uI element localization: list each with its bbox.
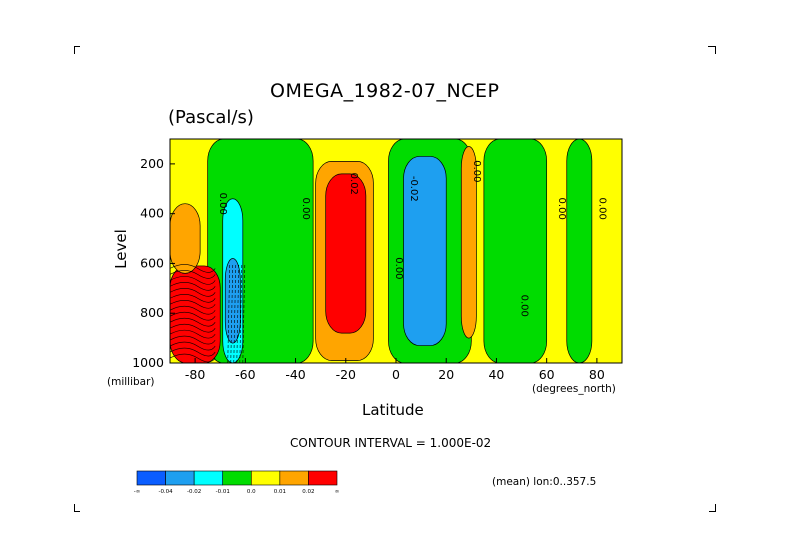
contour-line [170, 317, 216, 327]
contour-region [460, 146, 477, 339]
contour-region [325, 173, 367, 334]
contour-region [224, 258, 241, 344]
contour-label: 0.00 [519, 295, 530, 317]
contour-line [230, 263, 234, 363]
contour-region [566, 139, 593, 363]
contour-label: 0.00 [300, 198, 311, 220]
contour-line [170, 288, 216, 297]
contour-line [170, 276, 216, 285]
colorbar-swatch [136, 470, 166, 486]
contour-region [483, 139, 548, 363]
crop-mark-bottom-right [709, 504, 716, 512]
colorbar-swatch [250, 470, 281, 486]
x-tick-label: -20 [336, 367, 356, 382]
x-tick-label: 0 [392, 367, 400, 382]
colorbar-level-label: -0.01 [216, 489, 230, 495]
x-tick-label: 80 [589, 367, 605, 382]
contour-label: 0.00 [393, 257, 404, 279]
contour-line [170, 341, 216, 351]
y-tick-label: 200 [140, 156, 164, 171]
contour-line [170, 293, 216, 303]
contour-line [227, 263, 231, 363]
colorbar-swatch [193, 470, 224, 486]
contour-line [170, 299, 216, 309]
colorbar-swatch [165, 470, 195, 486]
contour-label: 0.02 [348, 173, 359, 195]
colorbar-swatch [279, 470, 309, 486]
contour-line [170, 282, 216, 291]
y-axis-label: Level [112, 229, 130, 269]
colorbar-level-label: 0.0 [247, 489, 256, 495]
crop-mark-top-right [708, 46, 716, 54]
y-tick-label: 400 [140, 206, 164, 221]
x-tick-label: -60 [235, 367, 255, 382]
contour-line [239, 263, 243, 363]
x-axis-unit: (degrees_north) [532, 383, 616, 395]
colorbar: -∞ -0.04 -0.02 -0.01 0.0 0.01 0.02 ∞ [134, 470, 340, 495]
colorbar-level-label: 0.01 [274, 489, 286, 495]
colorbar-level-label: ∞ [335, 489, 340, 495]
contour-line [170, 311, 216, 321]
contour-plot: 0.00 0.00 0.02 -0.02 0.00 0.00 0.00 0.00 0.00 -8… [132, 138, 623, 382]
contour-label: 0.00 [471, 160, 482, 182]
x-axis-label: Latitude [362, 401, 424, 419]
contour-line [170, 270, 216, 279]
chart-title: OMEGA_1982-07_NCEP [270, 80, 500, 102]
x-tick-label: 40 [488, 367, 504, 382]
contour-line [170, 264, 216, 273]
crop-mark-bottom-left [74, 504, 80, 512]
y-tick-label: 1000 [132, 355, 164, 370]
x-tick-label: 20 [438, 367, 454, 382]
contour-line [170, 353, 216, 363]
colorbar-level-label: -∞ [134, 489, 141, 495]
colorbar-swatch [222, 470, 252, 486]
contour-region [403, 156, 447, 346]
contour-line [242, 263, 246, 363]
contour-line [236, 263, 240, 363]
contour-label: 0.00 [556, 198, 567, 220]
contour-label: 0.00 [217, 193, 228, 215]
contour-line [233, 263, 237, 363]
y-tick-label: 800 [140, 305, 164, 320]
x-tick-label: -80 [185, 367, 205, 382]
chart-units: (Pascal/s) [168, 107, 254, 128]
mean-lon-note: (mean) lon:0..357.5 [492, 476, 597, 488]
contour-interval-text: CONTOUR INTERVAL = 1.000E-02 [290, 436, 492, 450]
x-tick-label: 60 [539, 367, 555, 382]
contour-line [170, 323, 216, 333]
contour-label: 0.00 [596, 198, 607, 220]
contour-line [170, 347, 216, 357]
contour-line [170, 329, 216, 339]
contour-region [170, 203, 201, 274]
colorbar-swatch [308, 470, 338, 486]
crop-mark-top-left [74, 46, 80, 54]
colorbar-level-label: 0.02 [302, 489, 314, 495]
colorbar-level-label: -0.02 [187, 489, 201, 495]
y-axis-unit: (millibar) [107, 376, 155, 388]
contour-line [170, 305, 216, 315]
colorbar-level-label: -0.04 [158, 489, 173, 495]
x-tick-label: -40 [285, 367, 305, 382]
y-tick-label: 600 [140, 255, 164, 270]
contour-line [170, 335, 216, 345]
contour-label: -0.02 [408, 176, 419, 202]
